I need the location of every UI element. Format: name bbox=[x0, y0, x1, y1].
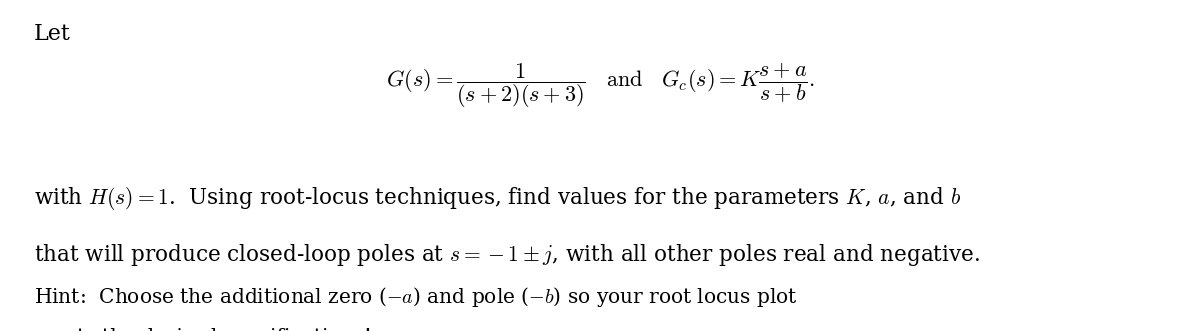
Text: that will produce closed-loop poles at $s = -1\pm j$, with all other poles real : that will produce closed-loop poles at $… bbox=[34, 242, 979, 268]
Text: meets the desired specifications!: meets the desired specifications! bbox=[34, 328, 372, 331]
Text: Let: Let bbox=[34, 23, 71, 45]
Text: Hint:  Choose the additional zero ($\mathit{-a}$) and pole ($\mathit{-b}$) so yo: Hint: Choose the additional zero ($\math… bbox=[34, 285, 798, 309]
Text: with $H(s) = 1$.  Using root-locus techniques, find values for the parameters $K: with $H(s) = 1$. Using root-locus techni… bbox=[34, 185, 961, 213]
Text: $G(s) = \dfrac{1}{(s+2)(s+3)}\quad\text{and}\quad G_c(s) = K\dfrac{s+a}{s+b}.$: $G(s) = \dfrac{1}{(s+2)(s+3)}\quad\text{… bbox=[385, 60, 815, 110]
